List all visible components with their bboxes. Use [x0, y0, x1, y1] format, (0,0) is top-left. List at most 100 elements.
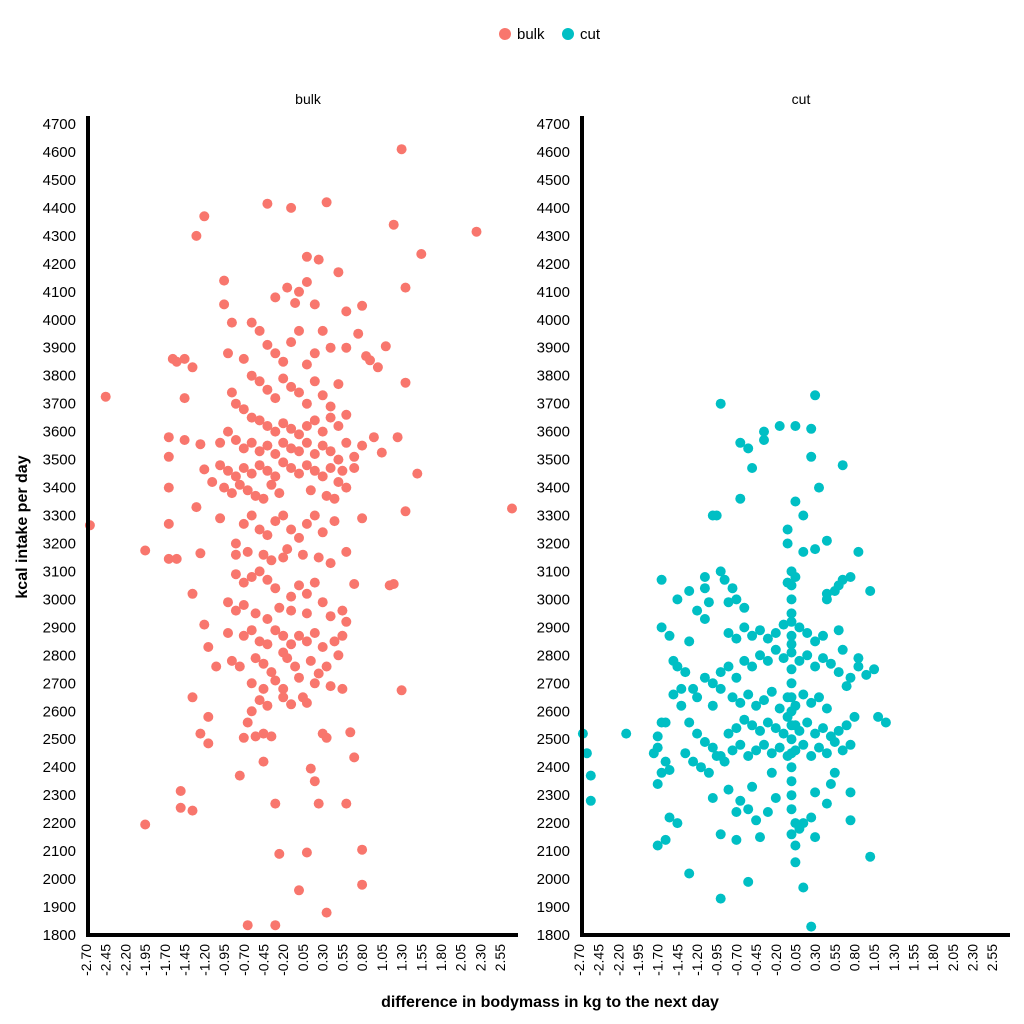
- y-tick-label: 4500: [537, 172, 570, 189]
- y-tick-label: 4700: [537, 116, 570, 133]
- data-point: [825, 658, 836, 669]
- data-point: [739, 714, 750, 725]
- data-point: [305, 485, 316, 496]
- y-tick-label: 1900: [537, 899, 570, 916]
- data-point: [215, 460, 226, 471]
- y-tick-label: 4200: [537, 256, 570, 273]
- y-tick-label: 3600: [43, 424, 76, 441]
- data-point: [806, 921, 817, 932]
- data-point: [762, 807, 773, 817]
- legend-item-bulk[interactable]: bulk: [499, 26, 545, 43]
- y-tick-label: 3100: [43, 563, 76, 580]
- data-point: [715, 398, 726, 409]
- data-point: [818, 723, 828, 734]
- data-point: [270, 675, 281, 686]
- data-point: [762, 633, 773, 644]
- data-point: [195, 548, 206, 559]
- data-point: [163, 482, 174, 493]
- data-point: [337, 465, 348, 476]
- y-tick-label: 2000: [537, 871, 570, 888]
- y-tick-label: 2500: [43, 731, 76, 748]
- y-tick-label: 4500: [43, 172, 76, 189]
- data-point: [818, 653, 828, 664]
- legend-label-bulk: bulk: [517, 26, 545, 43]
- data-point: [246, 317, 257, 328]
- data-point: [238, 732, 249, 743]
- data-point: [821, 594, 832, 605]
- data-point: [341, 798, 352, 809]
- y-tick-label: 3700: [43, 396, 76, 413]
- data-point: [286, 699, 297, 710]
- panel-title-bulk: bulk: [295, 91, 322, 107]
- data-point: [203, 711, 214, 722]
- data-point: [294, 630, 304, 641]
- y-tick-label: 3000: [43, 591, 76, 608]
- data-point: [770, 628, 781, 638]
- data-point: [814, 742, 824, 753]
- data-point: [309, 628, 320, 638]
- data-point: [688, 756, 699, 767]
- data-point: [270, 625, 281, 636]
- y-tick-label: 2700: [43, 675, 76, 692]
- data-point: [723, 728, 734, 739]
- data-point: [731, 807, 742, 817]
- data-point: [270, 471, 281, 482]
- data-point: [313, 254, 324, 265]
- data-point: [715, 683, 726, 694]
- data-point: [238, 404, 249, 415]
- data-point: [199, 464, 210, 475]
- data-point: [798, 546, 809, 557]
- data-point: [278, 356, 289, 367]
- data-point: [880, 717, 891, 728]
- legend-swatch-cut: [562, 28, 574, 40]
- data-point: [743, 689, 754, 700]
- data-point: [250, 653, 261, 664]
- data-point: [376, 447, 387, 458]
- data-point: [699, 572, 710, 582]
- data-point: [759, 695, 769, 706]
- data-point: [163, 553, 174, 564]
- x-tick-label: -2.70: [571, 944, 587, 976]
- data-point: [179, 353, 190, 364]
- data-point: [829, 767, 840, 778]
- data-point: [333, 267, 344, 278]
- data-point: [219, 299, 230, 310]
- data-point: [684, 717, 695, 728]
- data-point: [309, 577, 320, 588]
- data-point: [368, 432, 379, 443]
- x-tick-label: -0.20: [275, 944, 291, 976]
- x-tick-label: 2.05: [453, 944, 469, 971]
- legend-item-cut[interactable]: cut: [562, 26, 601, 43]
- data-point: [837, 644, 848, 655]
- y-tick-label: 3900: [537, 340, 570, 357]
- data-point: [739, 602, 750, 613]
- data-point: [845, 739, 856, 750]
- data-point: [664, 765, 675, 775]
- data-point: [242, 546, 253, 557]
- data-point: [786, 664, 797, 675]
- data-point: [238, 443, 249, 454]
- data-point: [270, 348, 281, 359]
- data-point: [806, 812, 817, 823]
- y-tick-label: 3300: [43, 508, 76, 525]
- data-point: [782, 538, 793, 549]
- data-point: [829, 737, 840, 747]
- y-tick-label: 3000: [537, 591, 570, 608]
- data-point: [254, 695, 265, 706]
- data-point: [262, 465, 273, 476]
- data-point: [676, 700, 687, 711]
- y-tick-label: 4700: [43, 116, 76, 133]
- data-point: [301, 636, 312, 647]
- data-point: [786, 692, 797, 703]
- data-point: [668, 689, 679, 700]
- data-point: [223, 426, 233, 437]
- data-point: [309, 776, 320, 787]
- data-point: [743, 804, 754, 815]
- data-point: [199, 619, 210, 630]
- data-point: [258, 728, 269, 739]
- data-point: [290, 661, 301, 672]
- data-point: [333, 477, 344, 487]
- y-tick-label: 4100: [43, 284, 76, 301]
- data-point: [810, 390, 821, 401]
- data-point: [313, 552, 324, 563]
